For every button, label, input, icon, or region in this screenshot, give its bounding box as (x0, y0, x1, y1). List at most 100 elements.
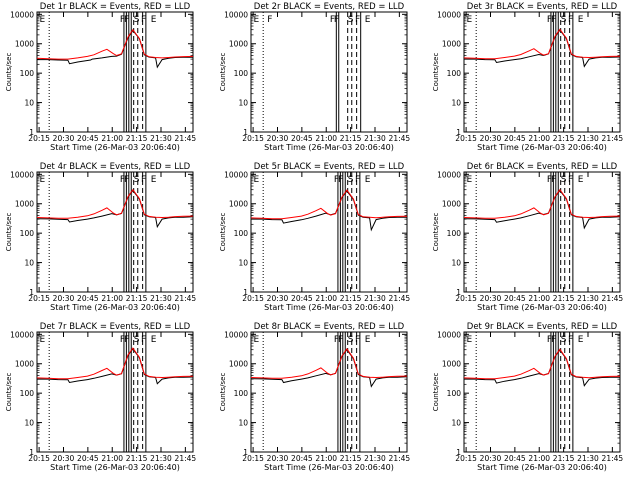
y-tick-label: 10000 (437, 330, 461, 339)
x-tick-label: 21:00 (528, 294, 550, 303)
x-tick-label: 21:45 (389, 134, 411, 143)
plot-frame (250, 331, 408, 453)
x-tick-label: 21:30 (150, 454, 172, 463)
y-tick-label: 10 (451, 99, 461, 108)
y-tick-label: 1 (29, 128, 34, 137)
segment-marker-label: S (134, 335, 140, 345)
lld-series-line (464, 28, 620, 60)
y-tick-label: 1 (29, 448, 34, 457)
lld-series-line (37, 28, 193, 60)
panel-title: Det 9r BLACK = Events, RED = LLD (467, 322, 618, 332)
x-tick-label: 20:45 (77, 134, 99, 143)
segment-marker-label: F (568, 335, 573, 345)
y-tick-label: 10000 (224, 10, 248, 19)
panel-det-3: Det 3r BLACK = Events, RED = LLD 1 10 100 10… (432, 2, 623, 152)
x-tick-label: 21:15 (340, 454, 362, 463)
plot-frame (36, 11, 194, 133)
y-tick-label: 10 (238, 99, 248, 108)
x-tick-label: 21:00 (528, 134, 550, 143)
segment-marker-label: S (134, 175, 140, 185)
segment-marker-label: E (365, 175, 371, 185)
segment-marker-label: S (561, 335, 567, 345)
segment-marker-label: E (578, 335, 584, 345)
x-tick-label: 20:45 (504, 454, 526, 463)
y-tick-label: 100 (234, 69, 249, 78)
panel-det-1: Det 1r BLACK = Events, RED = LLD 1 10 100 10… (5, 2, 196, 152)
y-tick-label: 100 (447, 389, 462, 398)
y-tick-label: 10 (24, 99, 34, 108)
x-tick-label: 21:30 (364, 134, 386, 143)
x-tick-label: 20:30 (267, 294, 289, 303)
panel-title: Det 8r BLACK = Events, RED = LLD (254, 322, 405, 332)
segment-marker-label: S (561, 15, 567, 25)
x-tick-label: 21:45 (389, 454, 411, 463)
segment-marker-label: E (365, 335, 371, 345)
y-axis-label: Counts/sec (432, 53, 440, 92)
x-tick-label: 20:30 (480, 134, 502, 143)
y-tick-label: 100 (447, 229, 462, 238)
x-tick-label: 21:15 (126, 134, 148, 143)
y-tick-label: 10000 (10, 170, 34, 179)
segment-marker-label: E (39, 335, 45, 345)
x-tick-label: 21:45 (175, 454, 197, 463)
y-tick-label: 10 (451, 259, 461, 268)
plot-frame (463, 11, 621, 133)
segment-marker-label: F (355, 335, 360, 345)
x-tick-label: 21:30 (577, 294, 599, 303)
segment-marker-label: F (120, 15, 125, 25)
x-tick-label: 20:15 (28, 294, 50, 303)
panel-title: Det 3r BLACK = Events, RED = LLD (467, 2, 618, 12)
segment-marker-label: S (348, 15, 354, 25)
lld-series-line (37, 188, 193, 219)
x-axis-label: Start Time (26-Mar-03 20:06:40) (477, 463, 607, 472)
segment-marker-label: E (39, 175, 45, 185)
panel-det-7: Det 7r BLACK = Events, RED = LLD 1 10 100 10… (5, 322, 196, 472)
x-tick-label: 20:15 (28, 134, 50, 143)
plot-frame (36, 171, 194, 293)
x-tick-label: 20:45 (291, 294, 313, 303)
y-tick-label: 100 (234, 389, 249, 398)
lld-series-line (464, 188, 620, 219)
x-tick-label: 21:45 (175, 294, 197, 303)
y-tick-label: 10 (451, 419, 461, 428)
x-tick-label: 20:45 (291, 134, 313, 143)
panel-title: Det 5r BLACK = Events, RED = LLD (254, 162, 405, 172)
x-tick-label: 20:45 (77, 454, 99, 463)
segment-marker-label: S (134, 15, 140, 25)
y-tick-label: 10000 (437, 10, 461, 19)
panel-title: Det 1r BLACK = Events, RED = LLD (40, 2, 191, 12)
panel-det-9: Det 9r BLACK = Events, RED = LLD 1 10 100 10… (432, 322, 623, 472)
y-axis-label: Counts/sec (432, 373, 440, 412)
x-tick-label: 20:15 (242, 134, 264, 143)
x-tick-label: 21:15 (126, 454, 148, 463)
y-axis-label: Counts/sec (5, 53, 13, 92)
panel-det-5: Det 5r BLACK = Events, RED = LLD 1 10 100 10… (219, 162, 410, 312)
segment-marker-label: E (466, 335, 472, 345)
x-tick-label: 21:15 (553, 134, 575, 143)
lld-series-line (37, 347, 193, 380)
panel-det-6: Det 6r BLACK = Events, RED = LLD 1 10 100 10… (432, 162, 623, 312)
y-tick-label: 1000 (229, 200, 248, 209)
segment-marker-label: F (338, 335, 343, 345)
x-tick-label: 20:30 (267, 134, 289, 143)
segment-marker-label: E (151, 175, 157, 185)
y-tick-label: 10000 (10, 10, 34, 19)
x-tick-label: 21:45 (602, 294, 624, 303)
x-tick-label: 21:45 (602, 454, 624, 463)
segment-marker-label: F (338, 175, 343, 185)
y-tick-label: 1000 (442, 360, 461, 369)
x-tick-label: 21:00 (101, 134, 123, 143)
x-tick-label: 21:45 (389, 294, 411, 303)
x-tick-label: 20:30 (53, 134, 75, 143)
x-tick-label: 21:30 (150, 294, 172, 303)
segment-marker-label: F (124, 15, 129, 25)
segment-marker-label: F (267, 15, 272, 25)
x-tick-label: 21:15 (340, 294, 362, 303)
segment-marker-label: F (334, 175, 339, 185)
y-tick-label: 100 (20, 229, 35, 238)
segment-marker-label: F (547, 15, 552, 25)
x-tick-label: 21:30 (577, 454, 599, 463)
segment-marker-label: F (141, 175, 146, 185)
x-tick-label: 21:00 (315, 134, 337, 143)
segment-marker-label: F (334, 15, 339, 25)
